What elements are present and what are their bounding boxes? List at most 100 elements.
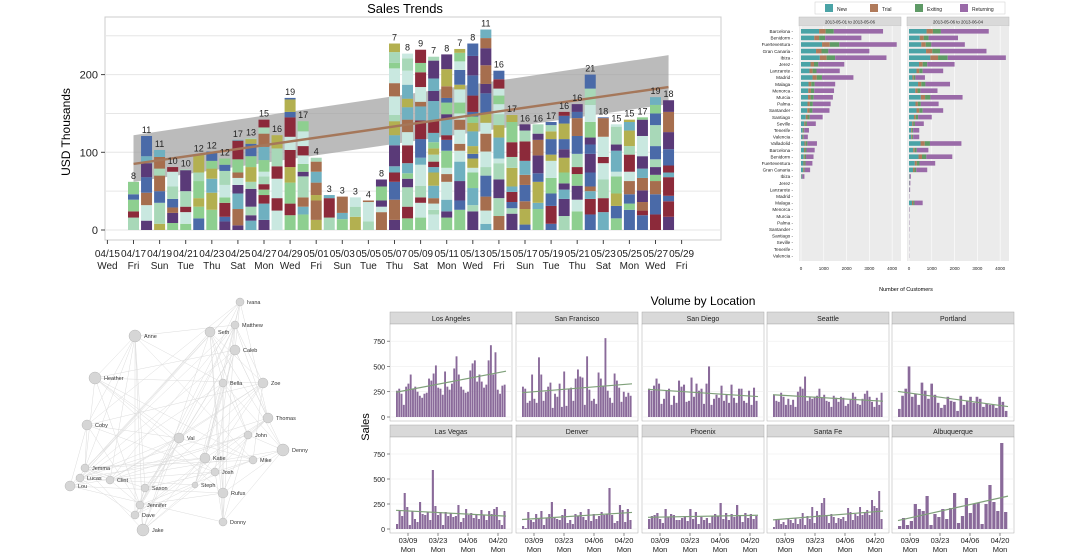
bar bbox=[453, 368, 456, 417]
bar-segment bbox=[258, 171, 270, 177]
bar bbox=[960, 516, 965, 529]
node-circle bbox=[173, 432, 185, 444]
stacked-bar bbox=[909, 68, 944, 74]
bar bbox=[787, 398, 790, 417]
bar bbox=[811, 398, 814, 417]
node-circle bbox=[243, 430, 253, 440]
y-tick-label: 0 bbox=[92, 225, 98, 237]
bar bbox=[689, 509, 692, 529]
bar-segment bbox=[349, 206, 361, 217]
bar bbox=[789, 520, 792, 529]
bar-segment bbox=[428, 172, 440, 186]
bar bbox=[680, 386, 683, 417]
bar bbox=[773, 527, 775, 529]
bar-segment bbox=[245, 206, 257, 216]
bar-segment bbox=[415, 62, 427, 73]
bar bbox=[431, 470, 434, 529]
bar-segment bbox=[801, 154, 804, 159]
x-tick-label: 2000 bbox=[842, 266, 853, 271]
bar-segment bbox=[926, 154, 953, 159]
x-tick-day: Mon bbox=[903, 545, 918, 554]
bar bbox=[745, 402, 748, 417]
bar bbox=[683, 384, 686, 417]
bar bbox=[681, 518, 684, 529]
bar bbox=[419, 502, 422, 529]
bar bbox=[985, 403, 989, 417]
panel-title: 2013-05-01 to 2013-05-06 bbox=[825, 20, 876, 25]
network-edge bbox=[86, 301, 241, 426]
network-edge bbox=[79, 457, 206, 479]
network-edge bbox=[139, 324, 236, 506]
bar-segment bbox=[912, 75, 914, 80]
node-label: Donny bbox=[230, 520, 246, 526]
bar bbox=[813, 523, 816, 529]
bar bbox=[832, 395, 835, 417]
data-label: 17 bbox=[298, 110, 308, 120]
bar-segment bbox=[402, 218, 414, 230]
bar-segment bbox=[441, 167, 453, 175]
bar bbox=[670, 514, 673, 529]
bar-segment bbox=[480, 48, 492, 66]
bar bbox=[943, 404, 946, 417]
bar bbox=[396, 390, 398, 417]
stacked-bar bbox=[909, 187, 911, 192]
bar-segment bbox=[454, 161, 466, 182]
bar-segment bbox=[271, 148, 283, 167]
bar bbox=[457, 374, 460, 417]
data-label: 12 bbox=[194, 144, 204, 154]
bar bbox=[956, 410, 959, 417]
bar-segment bbox=[245, 188, 257, 207]
x-tick-date: 04/27 bbox=[251, 249, 276, 260]
bar bbox=[423, 393, 426, 417]
bar-segment bbox=[913, 121, 915, 126]
bar bbox=[880, 392, 883, 417]
network-edge bbox=[109, 335, 136, 481]
bar-segment bbox=[803, 134, 804, 140]
node-label: Matthew bbox=[242, 323, 263, 329]
bar bbox=[548, 514, 551, 529]
bar-segment bbox=[415, 185, 427, 198]
x-tick-day: Thu bbox=[386, 261, 403, 272]
bar-segment bbox=[909, 48, 927, 54]
data-label: 3 bbox=[327, 184, 332, 194]
bar bbox=[500, 525, 503, 529]
bar bbox=[690, 377, 693, 417]
bar bbox=[975, 396, 979, 417]
bar bbox=[495, 507, 498, 529]
network-edge bbox=[239, 301, 269, 419]
stacked-bar bbox=[415, 49, 427, 230]
trend-line bbox=[647, 388, 759, 398]
bar-segment bbox=[623, 119, 635, 122]
bar-segment bbox=[402, 98, 414, 108]
data-label: 17 bbox=[507, 104, 517, 114]
data-label: 11 bbox=[481, 19, 490, 29]
stacked-bar bbox=[128, 181, 139, 230]
bar bbox=[933, 514, 937, 529]
bar bbox=[830, 514, 833, 529]
bar-segment bbox=[920, 101, 939, 107]
bar-segment bbox=[206, 168, 218, 179]
bar bbox=[416, 522, 419, 529]
bar-segment bbox=[803, 128, 805, 133]
bar-segment bbox=[167, 167, 179, 172]
panel-title: Albuquerque bbox=[933, 429, 973, 436]
bar bbox=[1001, 401, 1005, 417]
bar-segment bbox=[925, 81, 951, 87]
network-node: Bella bbox=[218, 378, 243, 388]
bar bbox=[851, 520, 854, 529]
bar bbox=[570, 387, 573, 417]
bar bbox=[835, 397, 838, 417]
bar-segment bbox=[167, 171, 179, 187]
stacked-bar bbox=[801, 42, 897, 47]
panel-title: Phoenix bbox=[690, 429, 716, 436]
bar-segment bbox=[663, 132, 675, 150]
bar bbox=[901, 518, 906, 529]
category-label: Fuerteventura - bbox=[762, 161, 794, 166]
bar-segment bbox=[811, 81, 815, 87]
bar-segment bbox=[636, 177, 648, 191]
bar-segment bbox=[915, 75, 925, 80]
bar bbox=[412, 388, 414, 417]
bar-segment bbox=[402, 173, 414, 179]
x-tick-date: 04/06 bbox=[585, 536, 604, 545]
bar-segment bbox=[809, 108, 813, 113]
